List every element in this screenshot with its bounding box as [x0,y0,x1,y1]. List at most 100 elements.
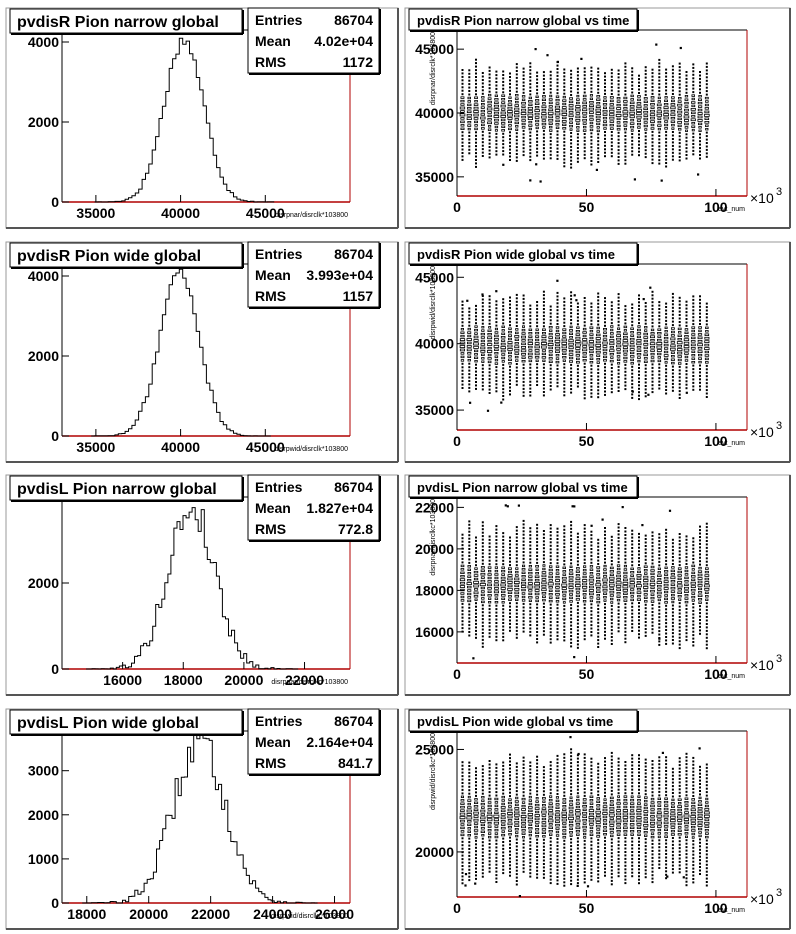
scatter-box [697,333,703,336]
scatter-point [597,74,600,77]
scatter-point [495,608,498,611]
scatter-point [671,382,674,385]
scatter-point [678,847,681,850]
scatter-point [509,602,511,605]
scatter-point [644,315,647,318]
scatter-box [684,576,689,580]
scatter-point [658,301,661,304]
scatter-box [548,599,553,603]
scatter-point [590,631,593,633]
scatter-box [500,820,506,823]
scatter-box [589,799,594,802]
y-axis-title: disrpwid/disrclkc*103800 [430,733,437,810]
scatter-point [610,82,613,85]
scatter-box [683,814,690,818]
scatter-pad-3: 0 50 10016000180002000022000evt_numdisrpna… [404,474,791,696]
scatter-point [509,553,511,556]
scatter-point [678,633,681,636]
scatter-point [665,89,668,92]
scatter-point [590,861,593,864]
scatter-box [664,828,668,832]
scatter-point [671,559,674,562]
scatter-point [651,82,654,85]
scatter-box [630,595,634,598]
scatter-point [481,865,484,868]
scatter-point [529,606,532,609]
scatter-point [461,69,464,71]
scatter-point [509,536,511,539]
scatter-box [562,801,567,804]
scatter-point [495,87,498,90]
scatter-box [583,125,587,129]
scatter-point [529,778,532,781]
scatter-point [563,394,566,397]
scatter-point [576,619,579,622]
x-tick-label: 0 [453,199,461,215]
scatter-box [623,798,628,802]
x-tick-label: 20000 [129,906,168,922]
scatter-box [595,112,601,115]
scatter-point [502,785,505,788]
scatter-point [502,778,505,781]
scatter-box [636,584,642,588]
scatter-point [502,143,505,146]
scatter-point [678,86,681,89]
scatter-box [588,343,595,347]
scatter-point [692,87,695,90]
scatter-box [514,104,520,107]
scatter-point [604,784,606,787]
scatter-box [582,122,587,125]
scatter-box [479,583,486,587]
scatter-point [685,884,688,887]
scatter-point [678,386,681,389]
scatter-box [501,356,506,360]
scatter-box [467,121,472,124]
scatter-box [623,117,628,120]
scatter-point [576,757,579,760]
scatter-point [556,551,559,554]
scatter-point [515,83,518,86]
scatter-point [515,132,518,135]
scatter-point [488,770,491,773]
scatter-point [644,775,647,778]
scatter-point [604,390,606,393]
scatter-point [536,85,539,88]
scatter-point [651,628,654,631]
scatter-point [604,606,606,609]
scatter-point [509,93,511,96]
scatter-box [527,113,534,117]
scatter-box [481,96,485,99]
scatter-point [556,558,559,561]
scatter-box [555,360,560,364]
scatter-box [691,571,696,575]
scatter-box [521,328,526,332]
scatter-point [638,560,640,563]
scatter-box [676,341,683,345]
scatter-box [542,800,546,803]
scatter-point [542,384,545,386]
scatter-point [549,778,552,781]
scatter-point [671,141,674,144]
scatter-point [542,543,545,546]
histogram-title-box: pvdisR Pion wide global [9,242,244,269]
scatter-outlier [466,299,469,302]
scatter-point [699,560,701,563]
scatter-point [536,133,539,136]
scatter-point [624,370,627,373]
scatter-box [644,329,648,332]
scatter-point [651,617,654,620]
scatter-point [583,634,586,637]
scatter-point [685,314,688,317]
scatter-point [624,851,627,853]
scatter-point [556,144,559,147]
scatter-point [529,617,532,620]
scatter-box [494,341,499,345]
scatter-point [651,856,654,859]
scatter-box [643,339,648,343]
scatter-box [521,568,526,571]
scatter-point [590,534,593,537]
scatter-point [604,92,606,95]
scatter-box [467,96,471,100]
scatter-outlier [641,524,644,527]
scatter-point [522,613,525,616]
